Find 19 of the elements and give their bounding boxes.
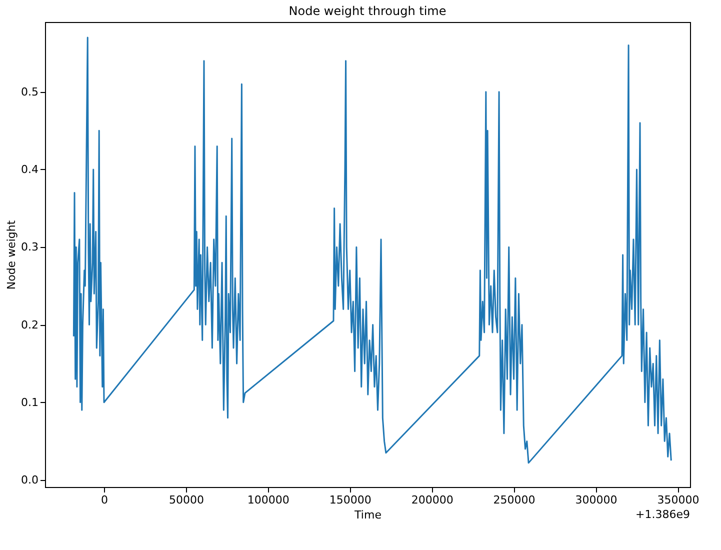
x-tick-label: 150000 — [329, 494, 372, 506]
x-tick-label: 300000 — [575, 494, 618, 506]
y-tick-label: 0.4 — [21, 162, 38, 176]
y-tick-label: 0.0 — [21, 474, 38, 487]
x-tick-label: 200000 — [411, 494, 454, 506]
y-axis-title: Node weight — [5, 220, 18, 290]
x-tick-label: 100000 — [247, 494, 290, 506]
x-tick-label: 350000 — [657, 494, 700, 506]
y-tick-label: 0.3 — [21, 240, 38, 254]
x-tick-label: 250000 — [493, 494, 536, 506]
y-tick-label: 0.5 — [21, 85, 38, 98]
x-tick-label: 0 — [101, 494, 108, 506]
x-tick-label: 50000 — [168, 494, 204, 506]
text: +1.386e9 — [636, 508, 690, 521]
y-tick-label: 0.1 — [21, 396, 38, 409]
y-tick-label: 0.2 — [21, 318, 38, 332]
line-series — [72, 36, 672, 464]
chart-title: Node weight through time — [288, 4, 446, 18]
x-axis-title: Time — [354, 508, 382, 522]
